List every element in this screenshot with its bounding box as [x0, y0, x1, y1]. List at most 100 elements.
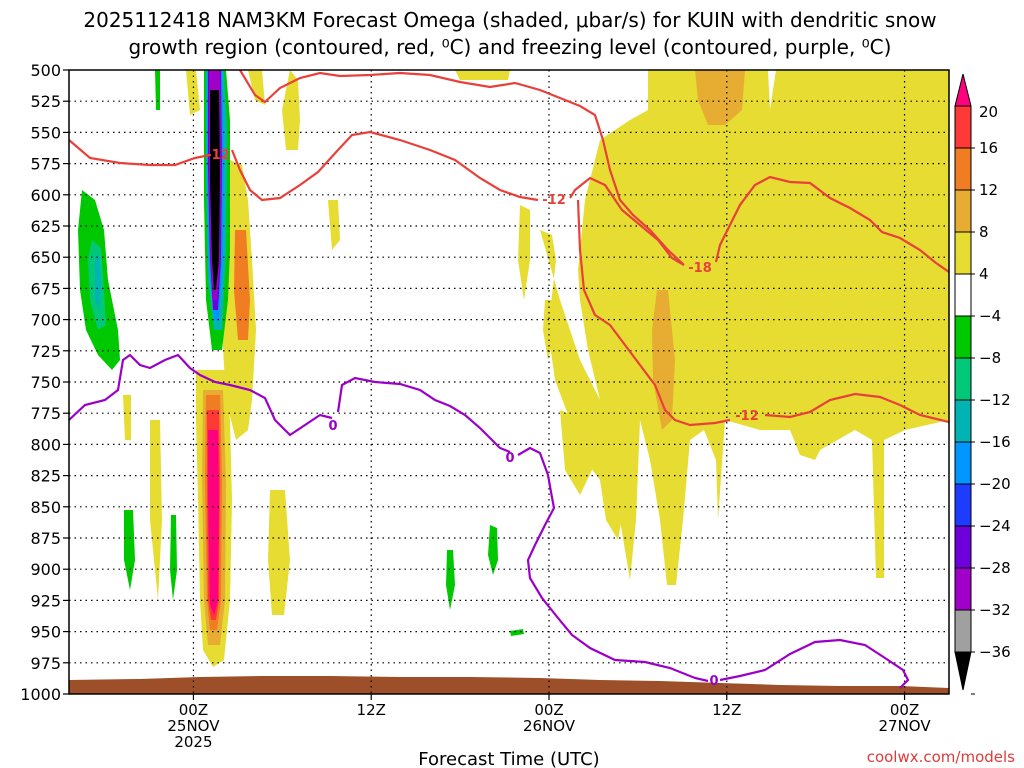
- colorbar-label: −20: [979, 475, 1011, 493]
- y-axis: 500 525 550 575 600 625 650 675 700 725 750 775 800 8…: [20, 61, 69, 704]
- y-tick-label: 625: [30, 217, 61, 236]
- omega-region-sinking-left-c: [95, 255, 101, 310]
- omega-region-rising-upper4: [248, 70, 265, 105]
- colorbar-label: −12: [979, 391, 1011, 409]
- omega-region-rising-4-8: [578, 70, 949, 585]
- y-tick-label: 575: [30, 155, 61, 174]
- colorbar-arrow-bottom: [954, 651, 972, 691]
- colorbar-bin: [954, 315, 972, 359]
- colorbar-bin: [954, 357, 972, 401]
- x-tick-label: 26NOV: [523, 717, 576, 735]
- y-tick-label: 1000: [20, 685, 61, 704]
- x-tick-label: 12Z: [357, 701, 386, 719]
- y-tick-label: 875: [30, 529, 61, 548]
- colorbar-arrow-top: [954, 73, 972, 107]
- colorbar-label: 16: [979, 139, 998, 157]
- x-tick-label: 2025: [174, 733, 212, 751]
- label-freezing-b: 0: [505, 451, 514, 466]
- omega-region-sinking-spot5: [488, 525, 498, 575]
- y-tick-label: 775: [30, 404, 61, 423]
- y-tick-label: 650: [30, 248, 61, 267]
- colorbar-bin: [954, 273, 972, 317]
- label-temp-minus18: -18: [688, 261, 712, 276]
- colorbar-bin: [954, 189, 972, 233]
- y-tick-label: 900: [30, 560, 61, 579]
- colorbar-bin: [954, 105, 972, 149]
- x-tick-label: 00Z: [179, 701, 208, 719]
- omega-region-rising-upper2: [455, 70, 510, 80]
- omega-region-rising-lower-col4: [123, 395, 131, 440]
- contour-temp-minus12-top: [239, 70, 685, 266]
- y-tick-label: 825: [30, 467, 61, 486]
- omega-region-rising-mid: [540, 230, 630, 540]
- y-tick-label: 925: [30, 591, 61, 610]
- omega-region-rising-20-24-lower: [208, 430, 219, 615]
- y-tick-label: 550: [30, 123, 61, 142]
- contour-freezing-main: [69, 353, 709, 683]
- label-temp-minus12-a: -12: [206, 148, 230, 163]
- label-freezing-c: 0: [709, 674, 718, 689]
- colorbar-label: 8: [979, 223, 989, 241]
- omega-region-sinking-spot4: [446, 550, 455, 610]
- omega-region-rising-mid2: [518, 205, 530, 300]
- omega-shading: [78, 70, 949, 667]
- y-tick-label: 600: [30, 186, 61, 205]
- y-tick-label: 725: [30, 342, 61, 361]
- y-tick-label: 950: [30, 623, 61, 642]
- colorbar-label: −8: [979, 349, 1001, 367]
- contour-temp-minus12-lower: [576, 199, 949, 427]
- chart-title-line2: growth region (contoured, red, ⁰C) and f…: [129, 35, 892, 59]
- colorbar-label: −24: [979, 517, 1011, 535]
- omega-region-rising-upper3: [328, 200, 340, 250]
- label-freezing-a: 0: [328, 419, 337, 434]
- omega-region-rising-8-12-right: [695, 70, 745, 125]
- freezing-level-contour: [69, 353, 910, 689]
- x-axis-label: Forecast Time (UTC): [418, 749, 599, 768]
- colorbar-label: −32: [979, 601, 1011, 619]
- x-tick-label: 27NOV: [878, 717, 931, 735]
- colorbar-bin: [954, 483, 972, 527]
- colorbar-label: −16: [979, 433, 1011, 451]
- credit-link[interactable]: coolwx.com/models: [867, 748, 1015, 766]
- surface-terrain: [69, 676, 949, 694]
- y-tick-label: 975: [30, 654, 61, 673]
- y-tick-label: 525: [30, 92, 61, 111]
- omega-region-sinking-spot3: [170, 515, 177, 600]
- colorbar-bin: [954, 525, 972, 569]
- y-tick-label: 700: [30, 311, 61, 330]
- colorbar-bin: [954, 147, 972, 191]
- omega-region-rising-mid4: [560, 410, 592, 495]
- colorbar-label: −28: [979, 559, 1011, 577]
- colorbar-label: 20: [979, 103, 998, 121]
- y-tick-label: 500: [30, 61, 61, 80]
- grid-lines: [69, 70, 949, 694]
- temperature-contour-labels: -12 -12 -18 -12: [206, 148, 759, 424]
- colorbar-bin: [954, 609, 972, 653]
- omega-region-rising-upper1: [282, 70, 300, 150]
- colorbar-bin: [954, 399, 972, 443]
- x-tick-label: 12Z: [712, 701, 741, 719]
- contour-freezing-loop: [719, 638, 910, 689]
- colorbar-bin: [954, 231, 972, 275]
- omega-region-sinking-spot6: [510, 629, 524, 636]
- x-tick-label: 00Z: [534, 701, 563, 719]
- freezing-contour-labels: 0 0 0: [328, 419, 718, 689]
- omega-region-rising-lower-col3: [150, 420, 162, 600]
- x-tick-label: 25NOV: [167, 717, 220, 735]
- colorbar-bin: [954, 567, 972, 611]
- x-tick-label: 00Z: [890, 701, 919, 719]
- contour-temp-minus18: [714, 175, 949, 273]
- temperature-contours: [69, 70, 949, 427]
- colorbar-label: 4: [979, 265, 989, 283]
- omega-region-sinking-spot1: [155, 70, 160, 110]
- y-tick-label: 675: [30, 279, 61, 298]
- y-tick-label: 850: [30, 498, 61, 517]
- omega-region-sinking-column-f: [210, 90, 220, 290]
- omega-region-sinking-spot2: [124, 510, 135, 590]
- label-temp-minus12-b: -12: [542, 193, 566, 208]
- colorbar-label: 12: [979, 181, 998, 199]
- chart-title-line1: 2025112418 NAM3KM Forecast Omega (shaded…: [83, 8, 936, 32]
- contour-temp-minus12-upper: [69, 130, 685, 266]
